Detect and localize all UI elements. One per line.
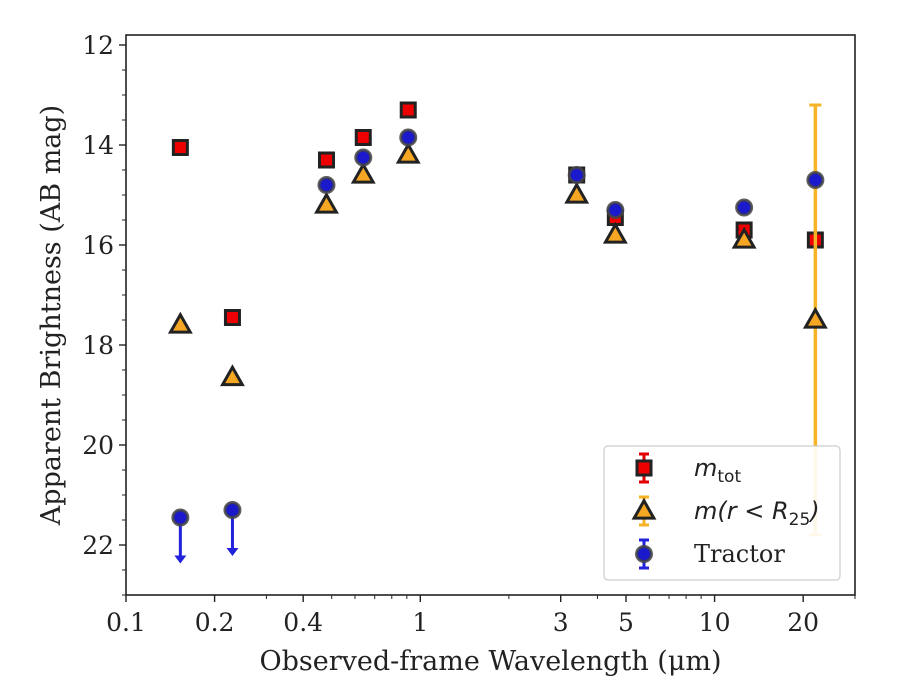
- y-tick-label: 14: [82, 131, 114, 160]
- legend-label-close: ): [808, 497, 819, 525]
- x-tick-label: 1: [412, 608, 428, 637]
- y-tick-label: 18: [82, 331, 114, 360]
- y-tick-label: 20: [82, 431, 114, 460]
- series-square: [171, 101, 824, 326]
- legend-entry: mtot: [635, 452, 741, 487]
- y-axis-label: Apparent Brightness (AB mag): [36, 105, 67, 526]
- legend-label: m(r < R25): [694, 497, 820, 530]
- axes-frame: [125, 34, 856, 596]
- x-axis-label: Observed-frame Wavelength (μm): [259, 646, 721, 677]
- legend-label-subscript: 25: [789, 510, 811, 530]
- data-point-triangle: [167, 311, 193, 334]
- data-point-square: [171, 139, 189, 156]
- data-point-circle: [567, 166, 586, 184]
- legend-entry: m(r < R25): [631, 495, 820, 530]
- legend-label-main: m: [694, 454, 717, 482]
- data-point-circle: [735, 198, 754, 217]
- data-point-circle: [171, 508, 190, 527]
- x-tick-label: 10: [699, 608, 731, 637]
- legend: mtot m(r < R25) Tractor: [603, 445, 841, 581]
- legend-label-subscript: tot: [717, 467, 741, 487]
- y-tick-label: 12: [82, 31, 114, 60]
- legend-label: Tractor: [694, 540, 785, 568]
- data-point-circle: [806, 171, 825, 189]
- data-point-triangle: [220, 364, 245, 387]
- data-point-triangle: [631, 497, 657, 520]
- data-point-triangle: [314, 191, 339, 214]
- data-point-square: [354, 129, 372, 146]
- series-circle: [171, 128, 825, 564]
- x-tick-label: 3: [553, 608, 569, 637]
- data-point-triangle: [350, 161, 376, 184]
- data-point-triangle: [731, 226, 757, 249]
- legend-box: [603, 445, 841, 581]
- data-point-triangle: [802, 306, 828, 329]
- data-point-circle: [635, 545, 653, 563]
- x-tick-label: 0.4: [283, 608, 323, 637]
- x-tick-label: 5: [618, 608, 634, 637]
- data-point-circle: [606, 201, 625, 219]
- legend-label: mtot: [694, 454, 741, 487]
- data-point-square: [317, 151, 335, 169]
- legend-label-main: m(r < R: [694, 497, 789, 525]
- x-tick-label: 20: [787, 608, 819, 637]
- data-point-square: [223, 309, 241, 326]
- x-tick-label: 0.2: [195, 608, 235, 637]
- data-point-triangle: [564, 181, 590, 204]
- y-tick-label: 22: [82, 531, 114, 560]
- plot-area: [167, 101, 828, 564]
- data-point-square: [635, 459, 653, 477]
- x-tick-label: 0.1: [106, 608, 146, 637]
- data-point-circle: [223, 501, 242, 519]
- data-point-triangle: [602, 221, 628, 244]
- data-point-square: [399, 101, 417, 119]
- upper-limit-arrowhead: [226, 548, 239, 556]
- data-point-triangle: [395, 141, 421, 164]
- axes: 0.1 0.2 0.4 1 3 5 10 20 12 14 16 18 20 22 Observed-fra…: [36, 31, 856, 677]
- upper-limit-arrowhead: [174, 555, 187, 564]
- legend-entry: Tractor: [635, 538, 785, 570]
- data-point-circle: [354, 148, 373, 167]
- data-point-circle: [399, 128, 418, 147]
- data-point-circle: [317, 176, 336, 194]
- y-tick-label: 16: [82, 231, 114, 260]
